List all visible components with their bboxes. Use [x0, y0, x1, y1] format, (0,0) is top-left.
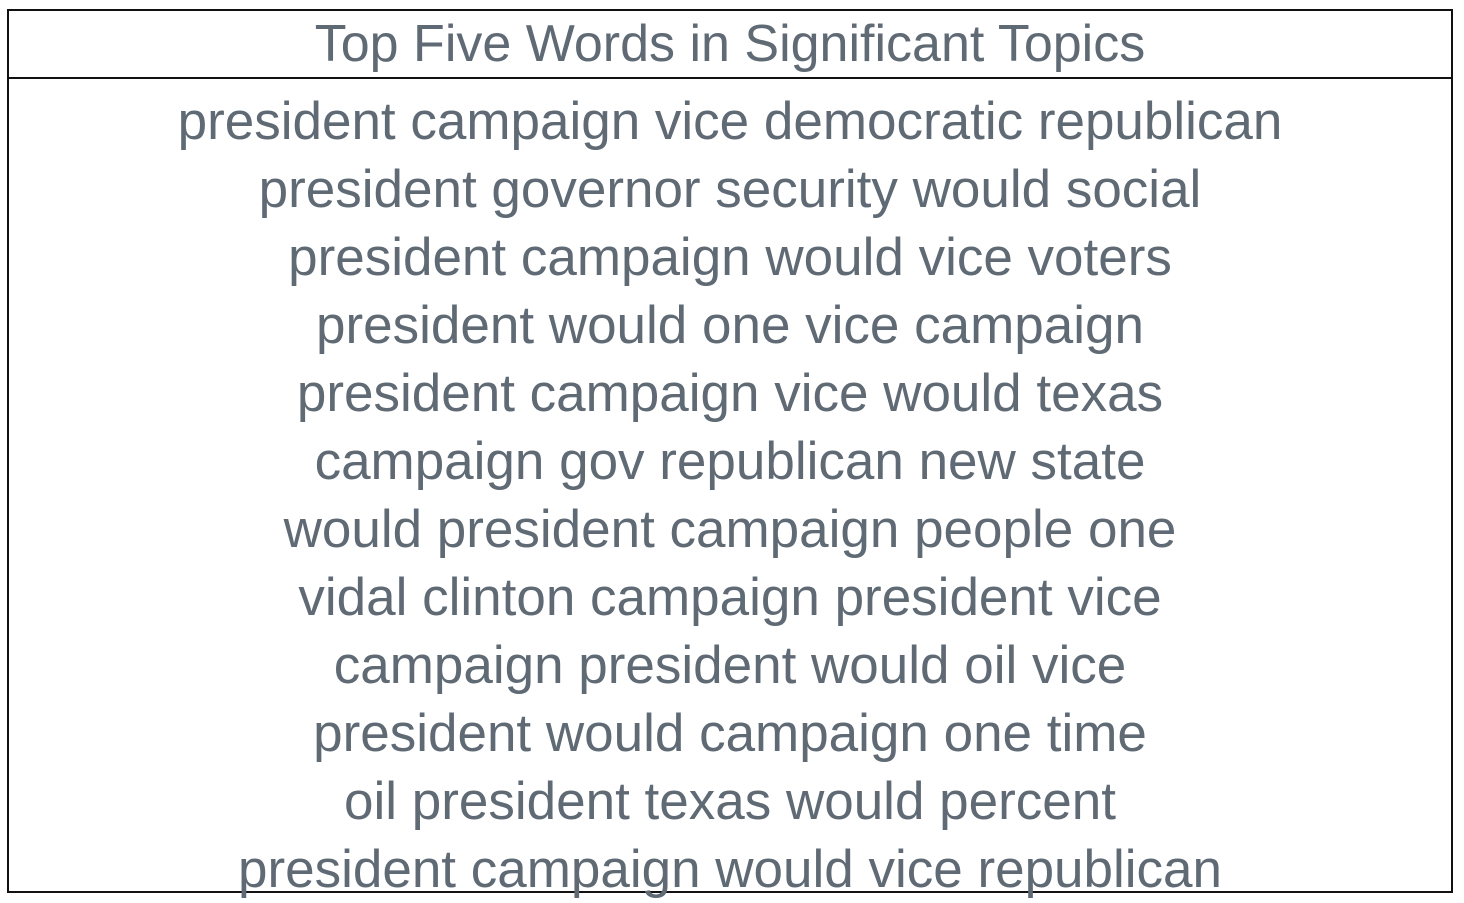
table-row: president campaign vice would texas [296, 363, 1164, 423]
table-row: vidal clinton campaign president vice [298, 567, 1162, 627]
table-row: president campaign vice democratic repub… [177, 91, 1283, 151]
table-row: president would one vice campaign [316, 295, 1144, 355]
table-body: president campaign vice democratic repub… [9, 79, 1451, 903]
table-row: president campaign would vice voters [288, 227, 1172, 287]
topics-table: Top Five Words in Significant Topics pre… [7, 9, 1453, 899]
table-row: oil president texas would percent [344, 771, 1116, 831]
table-row: would president campaign people one [283, 499, 1177, 559]
table-row: campaign gov republican new state [314, 431, 1146, 491]
table-row: president governor security would social [258, 159, 1202, 219]
table-row: campaign president would oil vice [333, 635, 1127, 695]
table-title: Top Five Words in Significant Topics [9, 11, 1451, 79]
table-row: president campaign would vice republican [237, 839, 1223, 899]
table-row: president would campaign one time [313, 703, 1147, 763]
